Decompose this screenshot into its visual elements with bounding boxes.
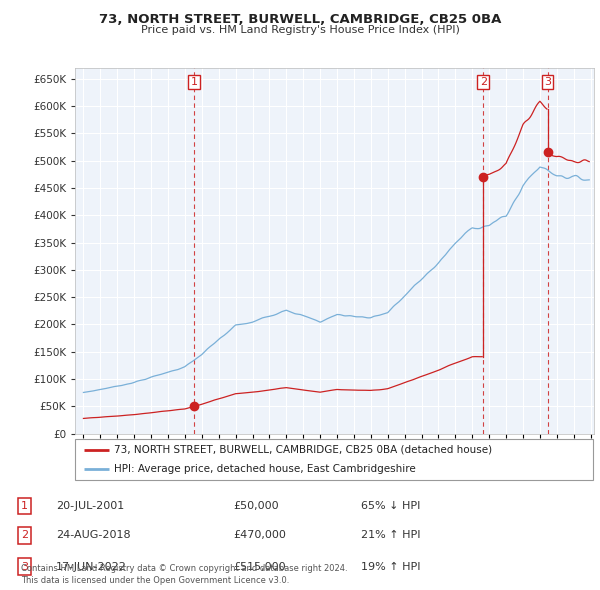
- Text: 3: 3: [22, 562, 28, 572]
- Text: 19% ↑ HPI: 19% ↑ HPI: [361, 562, 421, 572]
- Text: 1: 1: [22, 502, 28, 511]
- Text: 2: 2: [21, 530, 28, 540]
- Text: Contains HM Land Registry data © Crown copyright and database right 2024.
This d: Contains HM Land Registry data © Crown c…: [21, 565, 347, 585]
- Text: Price paid vs. HM Land Registry's House Price Index (HPI): Price paid vs. HM Land Registry's House …: [140, 25, 460, 35]
- FancyBboxPatch shape: [75, 439, 593, 480]
- Text: 1: 1: [191, 77, 197, 87]
- Text: 20-JUL-2001: 20-JUL-2001: [56, 502, 124, 511]
- Text: HPI: Average price, detached house, East Cambridgeshire: HPI: Average price, detached house, East…: [114, 464, 416, 474]
- Text: 73, NORTH STREET, BURWELL, CAMBRIDGE, CB25 0BA (detached house): 73, NORTH STREET, BURWELL, CAMBRIDGE, CB…: [114, 445, 492, 455]
- Text: 17-JUN-2022: 17-JUN-2022: [56, 562, 127, 572]
- Text: 21% ↑ HPI: 21% ↑ HPI: [361, 530, 421, 540]
- Text: 2: 2: [480, 77, 487, 87]
- Text: 24-AUG-2018: 24-AUG-2018: [56, 530, 130, 540]
- Text: £50,000: £50,000: [233, 502, 279, 511]
- Text: £515,000: £515,000: [233, 562, 286, 572]
- Text: 3: 3: [544, 77, 551, 87]
- Text: 65% ↓ HPI: 65% ↓ HPI: [361, 502, 421, 511]
- Text: £470,000: £470,000: [233, 530, 286, 540]
- Text: 73, NORTH STREET, BURWELL, CAMBRIDGE, CB25 0BA: 73, NORTH STREET, BURWELL, CAMBRIDGE, CB…: [99, 13, 501, 26]
